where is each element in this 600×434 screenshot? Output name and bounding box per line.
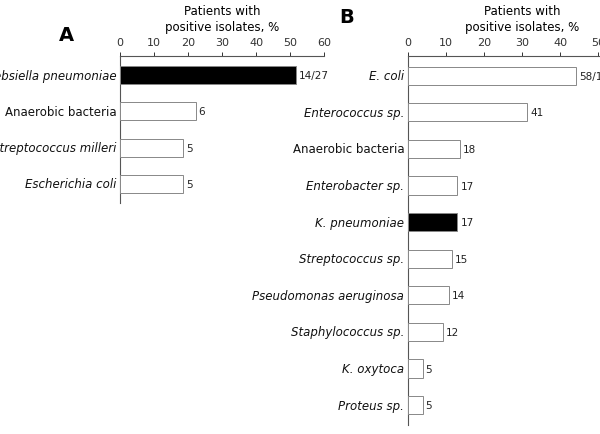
X-axis label: Patients with
positive isolates, %: Patients with positive isolates, % <box>165 5 279 33</box>
Text: Streptococcus milleri: Streptococcus milleri <box>0 142 116 155</box>
Bar <box>408 177 457 195</box>
Text: B: B <box>340 8 355 27</box>
Text: 6: 6 <box>198 107 205 117</box>
Text: Klebsiella pneumoniae: Klebsiella pneumoniae <box>0 70 116 83</box>
Text: 5: 5 <box>185 143 193 153</box>
Text: Anaerobic bacteria: Anaerobic bacteria <box>293 143 404 156</box>
Text: Streptococcus sp.: Streptococcus sp. <box>299 253 404 266</box>
Text: 58/131: 58/131 <box>579 72 600 82</box>
Text: 5: 5 <box>425 364 432 374</box>
Bar <box>408 323 443 341</box>
Text: Staphylococcus sp.: Staphylococcus sp. <box>291 326 404 339</box>
Text: 5: 5 <box>185 179 193 189</box>
Text: 5: 5 <box>425 400 432 410</box>
Text: K. oxytoca: K. oxytoca <box>342 362 404 375</box>
Text: K. pneumoniae: K. pneumoniae <box>315 216 404 229</box>
Text: 41: 41 <box>530 108 543 118</box>
Bar <box>408 141 460 159</box>
Bar <box>408 250 452 268</box>
Text: Escherichia coli: Escherichia coli <box>25 178 116 191</box>
Text: Enterococcus sp.: Enterococcus sp. <box>304 107 404 119</box>
Bar <box>408 214 457 232</box>
X-axis label: Patients with
positive isolates, %: Patients with positive isolates, % <box>465 5 579 33</box>
Bar <box>120 175 183 193</box>
Bar <box>408 67 576 85</box>
Text: 14/27: 14/27 <box>299 71 329 81</box>
Text: Enterobacter sp.: Enterobacter sp. <box>306 180 404 193</box>
Bar <box>408 360 422 378</box>
Text: A: A <box>59 26 74 45</box>
Text: Pseudomonas aeruginosa: Pseudomonas aeruginosa <box>253 289 404 302</box>
Text: 17: 17 <box>460 181 473 191</box>
Text: Proteus sp.: Proteus sp. <box>338 399 404 412</box>
Text: 17: 17 <box>460 217 473 227</box>
Bar <box>408 286 449 305</box>
Bar <box>408 396 422 414</box>
Text: 14: 14 <box>452 291 465 301</box>
Bar <box>120 67 296 85</box>
Bar <box>408 104 527 122</box>
Text: Anaerobic bacteria: Anaerobic bacteria <box>5 106 116 118</box>
Bar <box>120 103 196 121</box>
Text: 12: 12 <box>446 327 459 337</box>
Text: 15: 15 <box>455 254 468 264</box>
Text: 18: 18 <box>463 145 476 155</box>
Bar <box>120 139 183 157</box>
Text: E. coli: E. coli <box>369 70 404 83</box>
